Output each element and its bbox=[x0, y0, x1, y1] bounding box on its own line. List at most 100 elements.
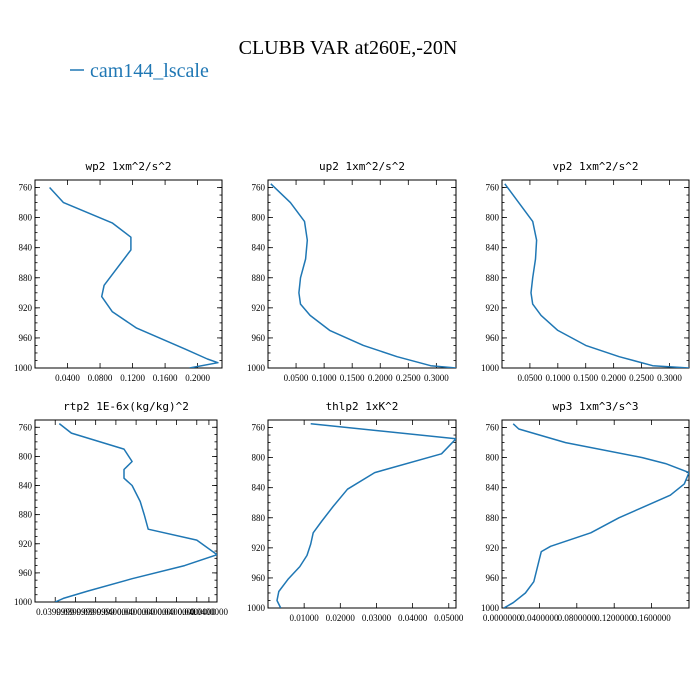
panels: wp2 1xm^2/s^2 760 800 840 880 920 960 1000 0.040… bbox=[14, 160, 690, 623]
y-tick-label: 760 bbox=[19, 422, 33, 432]
y-tick-label: 880 bbox=[486, 513, 500, 523]
x-tick-label: 0.2000 bbox=[368, 373, 393, 383]
plot-frame bbox=[34, 419, 218, 603]
y-tick-label: 880 bbox=[486, 273, 500, 283]
y-tick-label: 840 bbox=[19, 243, 33, 253]
y-tick-label: 760 bbox=[252, 183, 266, 193]
y-tick-label: 800 bbox=[252, 213, 266, 223]
y-tick-label: 840 bbox=[486, 483, 500, 493]
x-tick-label: 0.0399999 bbox=[77, 607, 116, 617]
y-tick-label: 760 bbox=[19, 183, 33, 193]
panel-title: up2 1xm^2/s^2 bbox=[319, 160, 405, 173]
y-tick-label: 960 bbox=[486, 573, 500, 583]
x-tick-label: 0.0399999 bbox=[56, 607, 95, 617]
x-tick-label: 0.01000 bbox=[290, 613, 320, 623]
panel-4: rtp2 1E-6x(kg/kg)^2 760 800 840 880 920 960 100… bbox=[14, 400, 229, 617]
y-tick-label: 920 bbox=[486, 543, 500, 553]
x-tick-label: 0.1000 bbox=[545, 373, 570, 383]
panel-5: thlp2 1xK^2 760 800 840 880 920 960 1000 0.01000… bbox=[247, 400, 464, 623]
series-line bbox=[49, 186, 219, 368]
panel-title: wp2 1xm^2/s^2 bbox=[85, 160, 171, 173]
y-tick-label: 800 bbox=[252, 453, 266, 463]
series-line bbox=[276, 423, 456, 608]
series-line bbox=[54, 423, 217, 602]
y-tick-label: 840 bbox=[252, 243, 266, 253]
y-tick-label: 1000 bbox=[14, 597, 33, 607]
y-tick-label: 1000 bbox=[481, 603, 500, 613]
legend-label: cam144_lscale bbox=[90, 60, 209, 82]
x-tick-label: 0.3000 bbox=[657, 373, 682, 383]
y-tick-label: 1000 bbox=[247, 603, 266, 613]
x-tick-label: 0.1600 bbox=[153, 373, 178, 383]
x-tick-label: 0.0400000 bbox=[117, 607, 156, 617]
y-tick-label: 880 bbox=[252, 513, 266, 523]
panel-6: wp3 1xm^3/s^3 760 800 840 880 920 960 10000.000… bbox=[481, 400, 690, 623]
y-tick-label: 920 bbox=[486, 303, 500, 313]
x-tick-label: 0.0400000 bbox=[178, 607, 217, 617]
x-tick-label: 0.0400000 bbox=[520, 613, 559, 623]
y-tick-label: 920 bbox=[252, 303, 266, 313]
series-line bbox=[270, 183, 456, 368]
plot-frame bbox=[267, 179, 457, 369]
x-tick-label: 0.0800000 bbox=[558, 613, 597, 623]
panel-title: vp2 1xm^2/s^2 bbox=[552, 160, 638, 173]
x-tick-label: 0.2000 bbox=[601, 373, 626, 383]
x-tick-label: 0.0800 bbox=[88, 373, 113, 383]
figure-title: CLUBB VAR at260E,-20N bbox=[239, 37, 458, 59]
x-tick-label: 0.0400000 bbox=[137, 607, 176, 617]
panel-title: wp3 1xm^3/s^3 bbox=[552, 400, 638, 413]
x-tick-label: 0.1600000 bbox=[632, 613, 671, 623]
y-tick-label: 960 bbox=[19, 333, 33, 343]
panel-2: up2 1xm^2/s^2 760 800 840 880 920 960 1000 0.050… bbox=[247, 160, 457, 383]
panel-title: thlp2 1xK^2 bbox=[326, 400, 399, 413]
x-tick-label: 0.05000 bbox=[434, 613, 464, 623]
y-tick-label: 840 bbox=[486, 243, 500, 253]
y-tick-label: 800 bbox=[19, 451, 33, 461]
x-tick-label: 0.2500 bbox=[396, 373, 421, 383]
y-tick-label: 840 bbox=[19, 481, 33, 491]
x-tick-label: 0.1000 bbox=[312, 373, 337, 383]
x-tick-label: 0.02000 bbox=[326, 613, 356, 623]
x-tick-label: 0.3000 bbox=[424, 373, 449, 383]
x-tick-label: 0.2000 bbox=[185, 373, 210, 383]
x-tick-label: 0.04000 bbox=[398, 613, 428, 623]
x-tick-label: 0.1500 bbox=[573, 373, 598, 383]
y-tick-label: 880 bbox=[19, 510, 33, 520]
series-line bbox=[503, 423, 689, 608]
x-tick-label: 0.1500 bbox=[340, 373, 365, 383]
y-tick-label: 800 bbox=[19, 213, 33, 223]
x-tick-label: 0.0400000 bbox=[190, 607, 229, 617]
series-line bbox=[504, 183, 689, 368]
panel-1: wp2 1xm^2/s^2 760 800 840 880 920 960 1000 0.040… bbox=[14, 160, 223, 383]
x-tick-label: 0.0000000 bbox=[483, 613, 522, 623]
y-tick-label: 760 bbox=[486, 183, 500, 193]
x-tick-label: 0.0400 bbox=[55, 373, 80, 383]
x-tick-label: 0.1200 bbox=[120, 373, 145, 383]
y-tick-label: 800 bbox=[486, 453, 500, 463]
y-tick-label: 760 bbox=[486, 423, 500, 433]
x-tick-label: 0.1200000 bbox=[595, 613, 634, 623]
legend: cam144_lscale bbox=[70, 60, 209, 82]
y-tick-label: 960 bbox=[19, 568, 33, 578]
plot-frame bbox=[501, 419, 690, 609]
y-tick-label: 1000 bbox=[481, 363, 500, 373]
x-tick-label: 0.0500 bbox=[284, 373, 309, 383]
y-tick-label: 760 bbox=[252, 423, 266, 433]
plot-frame bbox=[501, 179, 690, 369]
x-tick-label: 0.2500 bbox=[629, 373, 654, 383]
y-tick-label: 920 bbox=[19, 303, 33, 313]
y-tick-label: 880 bbox=[19, 273, 33, 283]
y-tick-label: 880 bbox=[252, 273, 266, 283]
y-tick-label: 960 bbox=[252, 333, 266, 343]
y-tick-label: 1000 bbox=[14, 363, 33, 373]
y-tick-label: 920 bbox=[19, 539, 33, 549]
y-tick-label: 960 bbox=[486, 333, 500, 343]
x-tick-label: 0.03000 bbox=[362, 613, 392, 623]
panel-3: vp2 1xm^2/s^2 760 800 840 880 920 960 1000 0.050… bbox=[481, 160, 690, 383]
y-tick-label: 840 bbox=[252, 483, 266, 493]
x-tick-label: 0.0400000 bbox=[97, 607, 136, 617]
panel-title: rtp2 1E-6x(kg/kg)^2 bbox=[63, 400, 189, 413]
y-tick-label: 960 bbox=[252, 573, 266, 583]
plot-frame bbox=[34, 179, 223, 369]
